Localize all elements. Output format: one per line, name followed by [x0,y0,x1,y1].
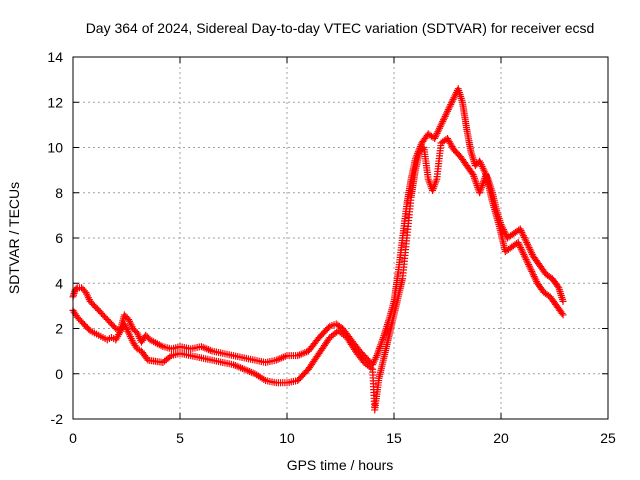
data-point [72,285,80,293]
data-point [442,111,450,119]
series-track-a [69,85,567,369]
data-point [523,257,531,265]
data-point [529,271,537,279]
data-point [443,109,451,117]
data-point [524,242,532,250]
x-tick-label: 5 [176,430,184,446]
data-point [516,242,524,250]
data-point [431,134,439,142]
x-tick-label: 25 [600,430,616,446]
y-tick-label: 4 [55,275,63,291]
y-tick-label: 14 [47,49,63,65]
data-point [445,104,453,112]
data-point [525,262,533,270]
data-point [515,240,523,248]
data-point [531,274,539,282]
data-point [521,252,529,260]
data-point [444,106,452,114]
data-point [468,169,476,177]
data-point [448,97,456,105]
data-point [516,225,524,233]
data-point [435,126,443,134]
y-tick-label: 6 [55,230,63,246]
data-point [524,259,532,267]
x-tick-label: 10 [279,430,295,446]
data-point [525,244,533,252]
data-point [558,309,566,317]
y-axis-label: SDTVAR / TECUs [6,182,22,294]
x-tick-label: 15 [386,430,402,446]
data-point [559,297,567,305]
data-point [520,250,528,258]
data-point [432,131,440,139]
x-tick-label: 0 [69,430,77,446]
y-tick-label: 10 [47,140,63,156]
data-point [519,249,527,257]
data-point [526,245,534,253]
data-point [519,232,527,240]
data-point [367,364,375,372]
data-point [518,247,526,255]
y-tick-label: 12 [47,94,63,110]
data-point [437,121,445,129]
data-point [449,95,457,103]
data-point [439,117,447,125]
data-point [521,235,529,243]
y-tick-label: 2 [55,321,63,337]
grid [73,57,608,419]
data-point [526,264,534,272]
data-point [438,119,446,127]
data-point [448,99,456,107]
data-point [440,114,448,122]
data-point [559,311,567,319]
data-point [439,116,447,124]
data-point [85,325,93,333]
data-point [527,249,535,257]
data-point [433,129,441,137]
data-point [522,255,530,263]
data-point [501,229,509,237]
data-point [435,124,443,132]
data-point [166,353,174,361]
data-point [527,247,535,255]
data-point [359,357,367,365]
data-marks [69,85,567,414]
data-point [110,323,118,331]
data-point [522,237,530,245]
data-point [517,227,525,235]
data-point [434,128,442,136]
data-point [530,272,538,280]
data-point [431,133,439,141]
data-point [444,107,451,115]
data-point [441,112,449,120]
y-tick-label: 8 [55,185,63,201]
data-point [523,239,531,247]
data-point [554,282,562,290]
data-point [514,239,522,247]
data-point [532,276,540,284]
data-point [517,244,525,252]
y-tick-label: -2 [51,411,64,427]
data-point [523,240,531,248]
y-tick-label: 0 [55,366,63,382]
data-point [528,267,536,275]
data-point [520,233,528,241]
x-tick-label: 20 [493,430,509,446]
data-point [519,230,527,238]
data-point [529,269,537,277]
chart-title: Day 364 of 2024, Sidereal Day-to-day VTE… [86,20,595,36]
series-track-b [69,134,567,414]
x-axis-label: GPS time / hours [287,457,394,473]
plot-frame [72,56,609,420]
data-point [521,254,529,262]
data-point [446,102,454,110]
data-point [517,245,525,253]
data-point [527,266,535,274]
data-point [518,228,526,236]
data-point [447,101,455,109]
data-point [525,261,533,269]
data-point [436,123,444,131]
